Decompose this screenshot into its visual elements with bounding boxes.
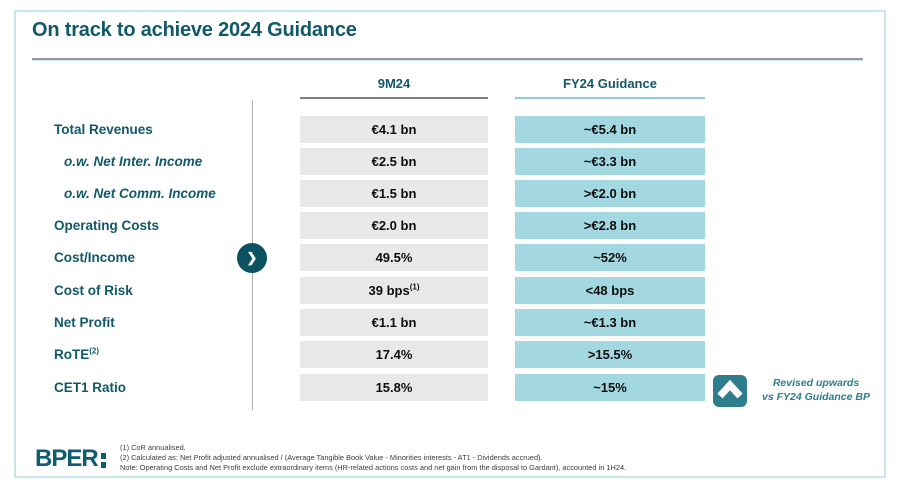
title-divider-highlight xyxy=(32,60,863,61)
page-title: On track to achieve 2024 Guidance xyxy=(32,19,357,41)
arrow-up-icon xyxy=(713,375,747,407)
bper-logo: BPER xyxy=(35,445,107,473)
row-label-net-commission-income: o.w. Net Comm. Income xyxy=(64,186,216,201)
actual-value-cell: €2.5 bn xyxy=(300,148,488,175)
actual-value-cell: €1.1 bn xyxy=(300,309,488,336)
table-row: Net Profit €1.1 bn ~€1.3 bn xyxy=(16,309,884,336)
row-label-net-profit: Net Profit xyxy=(54,315,115,330)
table-row: o.w. Net Comm. Income €1.5 bn >€2.0 bn xyxy=(16,180,884,207)
guidance-value-cell: ~52% xyxy=(515,244,705,271)
actual-value-cell: 17.4% xyxy=(300,341,488,368)
actual-value-cell: 39 bps(1) xyxy=(300,277,488,304)
revision-note-line1: Revised upwards xyxy=(772,377,860,389)
guidance-value-cell: <48 bps xyxy=(515,277,705,304)
table-row: Cost of Risk 39 bps(1) <48 bps xyxy=(16,277,884,304)
guidance-value-cell: ~15% xyxy=(515,374,705,401)
row-label-cost-income: Cost/Income xyxy=(54,250,136,265)
actual-value-cell: €2.0 bn xyxy=(300,212,488,239)
footnote-2: (2) Calculated as: Net Profit adjusted a… xyxy=(120,452,543,462)
table-row: Operating Costs €2.0 bn >€2.8 bn xyxy=(16,212,884,239)
footnote-1: (1) CoR annualised. xyxy=(120,443,186,452)
table-row: RoTE(2) 17.4% >15.5% xyxy=(16,341,884,368)
column-header-9m24: 9M24 xyxy=(377,76,411,91)
actual-value-cell: 15.8% xyxy=(300,374,488,401)
table-row: CET1 Ratio 15.8% ~15% xyxy=(16,374,884,401)
row-label-cet1-ratio: CET1 Ratio xyxy=(54,380,127,395)
footnote-note: Note: Operating Costs and Net Profit exc… xyxy=(120,462,627,472)
row-label-net-interest-income: o.w. Net Inter. Income xyxy=(64,154,203,169)
guidance-value-cell: ~€1.3 bn xyxy=(515,309,705,336)
row-label-rote: RoTE(2) xyxy=(54,346,100,362)
slide-frame: On track to achieve 2024 Guidance 9M24 F… xyxy=(14,10,886,478)
revision-note: Revised upwards vs FY24 Guidance BP xyxy=(757,376,875,404)
guidance-value-cell: ~€3.3 bn xyxy=(515,148,705,175)
column-underline-fy24 xyxy=(515,97,705,99)
title-divider xyxy=(32,58,863,60)
revision-note-line2: vs FY24 Guidance BP xyxy=(762,391,870,403)
guidance-value-cell: ~€5.4 bn xyxy=(515,116,705,143)
column-underline-9m24 xyxy=(300,97,488,99)
bper-logo-colon xyxy=(100,450,107,468)
footnotes: (1) CoR annualised. (2) Calculated as: N… xyxy=(120,443,760,472)
bper-logo-text: BPER xyxy=(35,445,99,472)
guidance-value-cell: >15.5% xyxy=(515,341,705,368)
guidance-value-cell: >€2.8 bn xyxy=(515,212,705,239)
table-row: Cost/Income 49.5% ~52% xyxy=(16,244,884,271)
row-label-total-revenues: Total Revenues xyxy=(54,122,153,137)
chevron-right-icon: ❯ xyxy=(237,243,267,273)
actual-value-cell: 49.5% xyxy=(300,244,488,271)
row-label-cost-of-risk: Cost of Risk xyxy=(54,283,133,298)
actual-value-cell: €1.5 bn xyxy=(300,180,488,207)
table-row: Total Revenues €4.1 bn ~€5.4 bn xyxy=(16,116,884,143)
guidance-value-cell: >€2.0 bn xyxy=(515,180,705,207)
row-label-operating-costs: Operating Costs xyxy=(54,218,160,233)
table-row: o.w. Net Inter. Income €2.5 bn ~€3.3 bn xyxy=(16,148,884,175)
actual-value-cell: €4.1 bn xyxy=(300,116,488,143)
column-header-fy24-guidance: FY24 Guidance xyxy=(563,76,657,91)
